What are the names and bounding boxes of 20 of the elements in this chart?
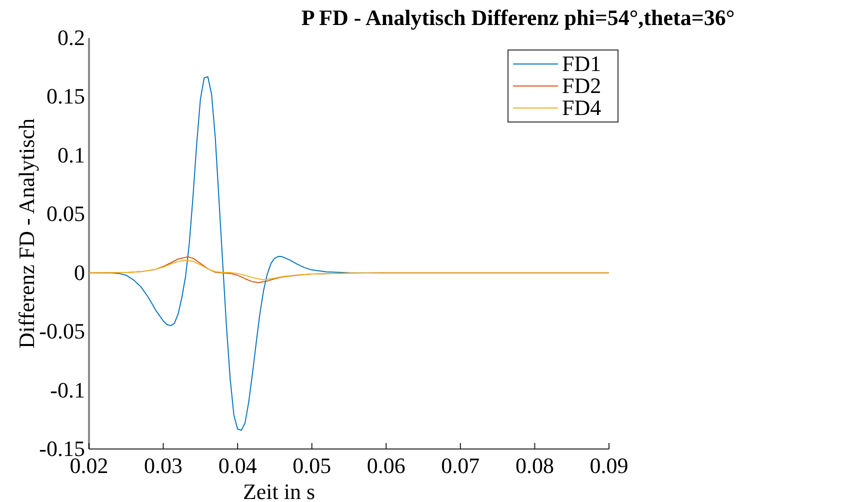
y-tick-label: -0.1 [50,377,85,402]
y-tick-label: 0.2 [58,25,85,50]
x-tick-label: 0.08 [515,453,554,478]
x-tick-label: 0.06 [366,453,406,478]
y-tick-label: -0.05 [39,318,85,344]
y-tick-label: 0.1 [58,142,85,168]
legend-label: FD4 [562,95,602,120]
legend-label: FD1 [562,51,602,76]
y-tick-label: 0.15 [46,84,85,109]
y-tick-label: 0 [74,260,85,285]
chart-title: P FD - Analytisch Differenz phi=54°,theta=36° [301,5,735,30]
x-tick-label: 0.03 [144,453,183,478]
legend-label: FD2 [562,73,602,98]
y-axis-title: Differenz FD - Analytisch [14,118,39,348]
x-tick-label: 0.04 [218,453,257,478]
x-tick-label: 0.09 [590,453,628,478]
y-tick-label: 0.05 [46,201,85,226]
x-tick-label: 0.07 [441,453,480,478]
x-axis-title: Zeit in s [242,479,316,502]
x-tick-label: 0.05 [292,453,332,478]
